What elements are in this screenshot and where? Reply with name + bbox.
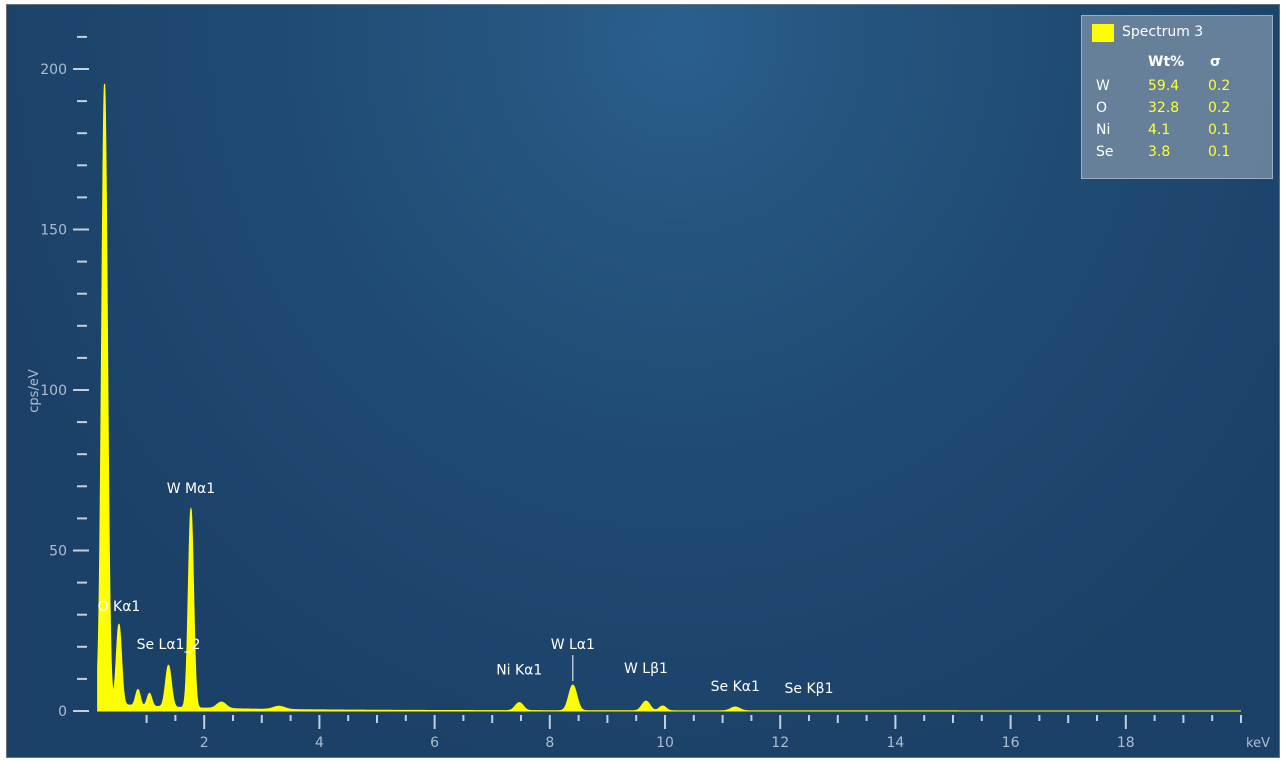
peak-label: Se Lα1_2: [137, 637, 201, 653]
x-tick-label: 12: [771, 735, 789, 751]
legend-row-o: O 32.8 0.2: [1082, 100, 1272, 122]
peak-label: W Mα1: [167, 481, 216, 497]
x-axis-ticks: 2 4 6 8 10 12 14 16 18: [145, 715, 1242, 751]
legend-row-se: Se 3.8 0.1: [1082, 144, 1272, 166]
legend-wt-value: 3.8: [1148, 144, 1171, 160]
x-tick-label: 8: [545, 735, 554, 751]
y-tick-label: 150: [40, 223, 67, 239]
spectrum-area: [97, 83, 1242, 712]
legend-series-name: Spectrum 3: [1122, 24, 1204, 40]
spectrum-chart: 2 4 6 8 10 12 14 16 18 0 50 100 150 200 O Kα1 Se Lα1_…: [27, 35, 1270, 751]
peak-label: W Lβ1: [624, 661, 668, 677]
legend-sigma-value: 0.1: [1208, 144, 1231, 160]
legend-element: W: [1096, 78, 1110, 94]
peak-label: W Lα1: [551, 637, 595, 653]
peak-label: O Kα1: [98, 599, 141, 615]
legend-sigma-value: 0.2: [1208, 100, 1231, 116]
y-minor-ticks: [77, 35, 87, 680]
peak-label: Se Kα1: [711, 679, 760, 695]
y-tick-label: 0: [58, 704, 67, 720]
x-tick-label: 14: [886, 735, 904, 751]
x-tick-label: 2: [200, 735, 209, 751]
x-tick-label: 10: [656, 735, 674, 751]
y-axis-title: cps/eV: [27, 369, 42, 413]
peak-label: Ni Kα1: [496, 663, 542, 679]
legend-wt-value: 32.8: [1148, 100, 1180, 116]
x-tick-label: 4: [315, 735, 324, 751]
x-tick-label: 16: [1002, 735, 1020, 751]
y-tick-label: 50: [49, 544, 67, 560]
legend-panel: Spectrum 3 Wt% σ W 59.4 0.2 O 32.8 0.2 N…: [1081, 15, 1273, 179]
y-tick-label: 200: [40, 62, 67, 78]
y-axis-ticks: 0 50 100 150 200: [40, 62, 89, 720]
legend-row-ni: Ni 4.1 0.1: [1082, 122, 1272, 144]
peak-label: Se Kβ1: [785, 681, 834, 697]
legend-sigma-value: 0.1: [1208, 122, 1231, 138]
legend-wt-value: 4.1: [1148, 122, 1171, 138]
spectrum-panel: 2 4 6 8 10 12 14 16 18 0 50 100 150 200 O Kα1 Se Lα1_…: [6, 4, 1280, 758]
legend-row-w: W 59.4 0.2: [1082, 78, 1272, 100]
legend-swatch: [1092, 24, 1114, 42]
x-axis-title: keV: [1246, 736, 1270, 751]
x-tick-label: 6: [430, 735, 439, 751]
legend-element: Ni: [1096, 122, 1111, 138]
legend-element: O: [1096, 100, 1108, 116]
legend-sigma-value: 0.2: [1208, 78, 1231, 94]
legend-wt-value: 59.4: [1148, 78, 1180, 94]
x-tick-label: 18: [1117, 735, 1135, 751]
legend-col-sigma: σ: [1210, 54, 1221, 70]
legend-col-wt: Wt%: [1148, 54, 1185, 70]
y-tick-label: 100: [40, 383, 67, 399]
peak-labels: O Kα1 Se Lα1_2 W Mα1 Ni Kα1 W Lα1 W Lβ1 Se Kα1…: [98, 481, 834, 697]
legend-element: Se: [1096, 144, 1114, 160]
